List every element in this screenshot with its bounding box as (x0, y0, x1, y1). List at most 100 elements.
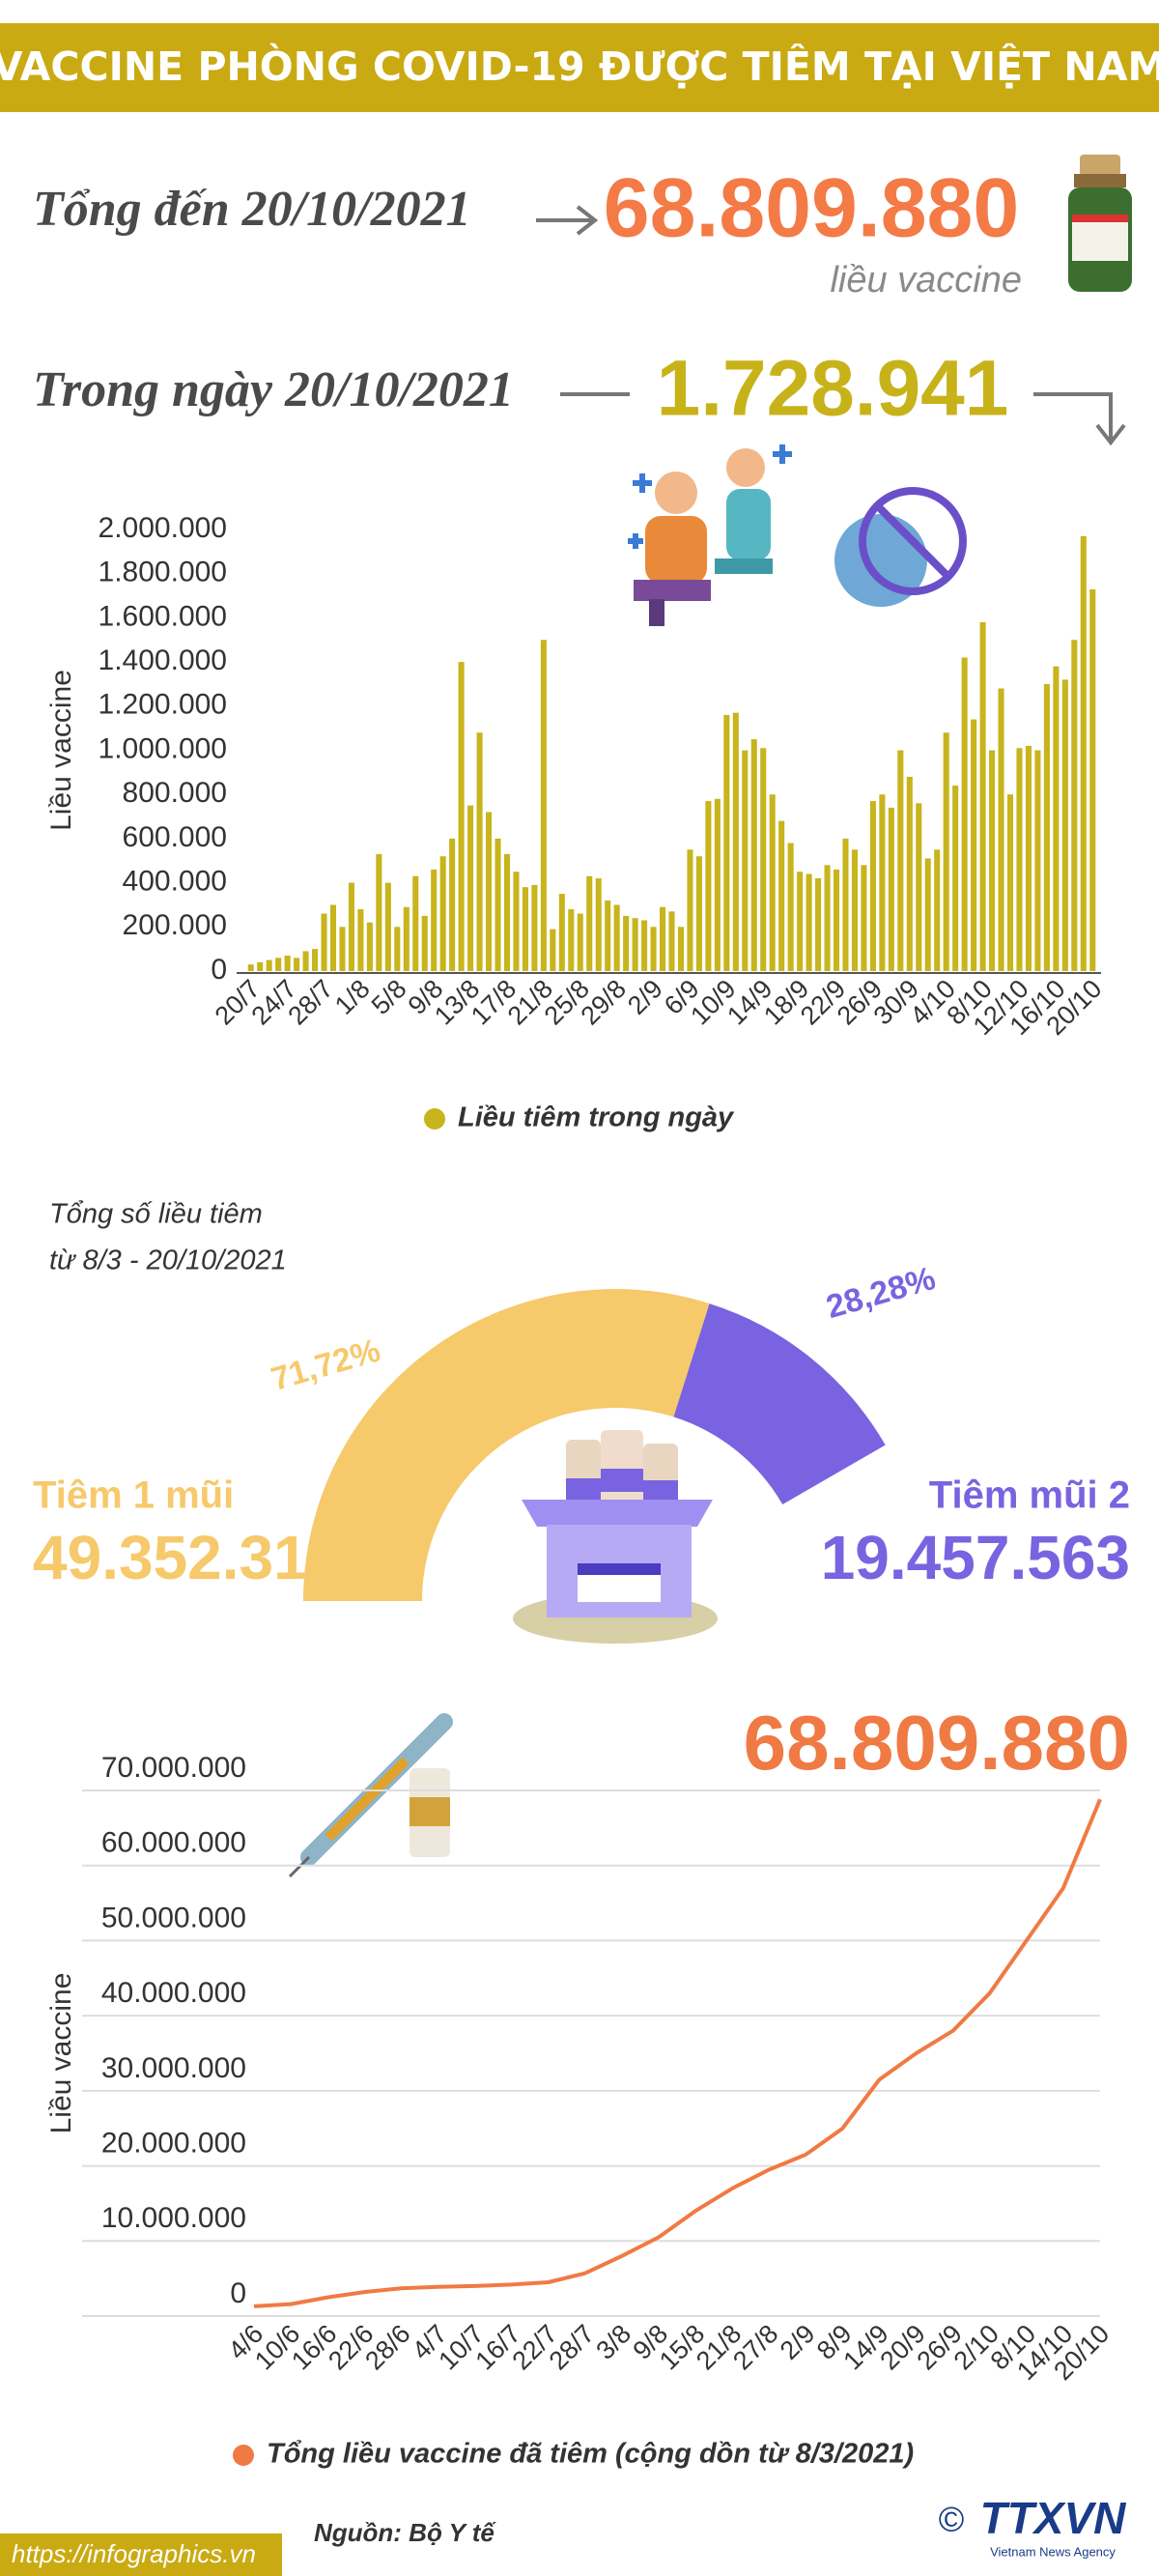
bar (421, 915, 428, 971)
y-tick-label: 60.000.000 (101, 1827, 246, 1859)
bar (1006, 794, 1014, 971)
bar (312, 949, 319, 971)
annotation: 68.809.880 (744, 1700, 1130, 1786)
bar (522, 887, 528, 971)
bar (439, 856, 446, 971)
bar (412, 875, 419, 971)
bar (842, 838, 849, 971)
bar (943, 732, 949, 971)
bar (742, 750, 749, 971)
bar (797, 872, 804, 971)
bar (833, 869, 840, 971)
bar (458, 662, 465, 971)
legend-label: Liều tiêm trong ngày (458, 1102, 735, 1133)
bar (403, 906, 410, 971)
arrow-down (1033, 392, 1126, 446)
bar (632, 918, 638, 971)
y-tick-label: 20.000.000 (101, 2127, 246, 2159)
y-tick-label: 50.000.000 (101, 1902, 246, 1933)
bar (503, 853, 511, 971)
y-tick-label: 1.800.000 (99, 557, 227, 588)
bar (1025, 745, 1032, 971)
bar (815, 878, 822, 971)
y-tick-label: 1.200.000 (99, 689, 227, 721)
y-tick-label: 0 (211, 954, 227, 986)
bar (750, 739, 757, 971)
bar (641, 920, 648, 971)
pie-count-label: 49.352.317 (33, 1523, 342, 1592)
bar (540, 640, 547, 971)
bar (1080, 535, 1087, 971)
bar (778, 820, 785, 971)
pie-percent-label: 71,72% (268, 1332, 384, 1398)
bar (824, 865, 831, 971)
bar (1071, 640, 1078, 971)
bar (486, 812, 493, 971)
bar (1034, 750, 1041, 971)
bar (659, 906, 666, 971)
bar (376, 853, 382, 971)
bar (888, 807, 894, 971)
bar (449, 838, 456, 971)
y-axis-title: Liều vaccine (45, 1973, 77, 2134)
bar (695, 856, 702, 971)
bar (476, 732, 483, 971)
bar (284, 956, 291, 971)
header-title: VACCINE PHÒNG COVID-19 ĐƯỢC TIÊM TẠI VIỆ… (0, 43, 1159, 90)
y-tick-label: 400.000 (123, 866, 227, 898)
copyright: © (939, 2500, 965, 2539)
x-tick-label: 29/8 (576, 974, 632, 1030)
line (253, 1798, 1102, 2308)
legend-marker (424, 1108, 445, 1130)
y-tick-label: 600.000 (123, 821, 227, 853)
bar (568, 909, 575, 971)
bar (394, 927, 401, 971)
y-tick-label: 1.400.000 (99, 644, 227, 676)
bar (550, 929, 556, 971)
syringe-icon (288, 1713, 453, 1878)
daily-value: 1.728.941 (657, 345, 1009, 433)
bar (869, 801, 876, 971)
vaccine-box-icon (522, 1430, 713, 1617)
y-axis-title: Liều vaccine (45, 670, 77, 831)
bar (924, 858, 931, 971)
bar (1061, 679, 1068, 971)
x-tick-label: 28/7 (544, 2319, 600, 2375)
bar (687, 849, 693, 971)
total-value: 68.809.880 (604, 162, 1019, 255)
pie-category-label: Tiêm 1 mũi (33, 1474, 234, 1517)
arrow (536, 205, 599, 236)
x-tick-label: 27/8 (727, 2319, 783, 2375)
bar (861, 865, 867, 971)
bar (732, 712, 739, 971)
bar (558, 894, 565, 971)
bar (329, 904, 337, 971)
y-tick-label: 10.000.000 (101, 2202, 246, 2234)
vaccine-vial-icon (1068, 155, 1132, 292)
bar (879, 794, 886, 971)
bar (998, 688, 1004, 971)
bar (577, 913, 583, 971)
bar (989, 750, 996, 971)
bar (714, 798, 721, 971)
bar (605, 900, 611, 971)
bar (769, 794, 776, 971)
legend-label: Tổng liều vaccine đã tiêm (cộng dồn từ 8… (267, 2439, 914, 2470)
footer-band (0, 2533, 282, 2576)
header-band (0, 23, 1159, 112)
footer-url: https://infographics.vn (12, 2539, 256, 2568)
bar (916, 803, 922, 971)
bar (952, 786, 959, 971)
x-tick-label: 28/6 (359, 2319, 415, 2375)
bar (275, 958, 282, 971)
y-tick-label: 40.000.000 (101, 1977, 246, 2009)
bar (961, 657, 968, 971)
pie-percent-label: 28,28% (822, 1260, 939, 1326)
pie-subtitle: từ 8/3 - 20/10/2021 (49, 1245, 287, 1276)
bar (623, 915, 630, 971)
legend-marker (233, 2445, 254, 2466)
bar (677, 927, 685, 971)
pie-count-label: 19.457.563 (821, 1523, 1130, 1592)
pie-segment (673, 1303, 886, 1504)
